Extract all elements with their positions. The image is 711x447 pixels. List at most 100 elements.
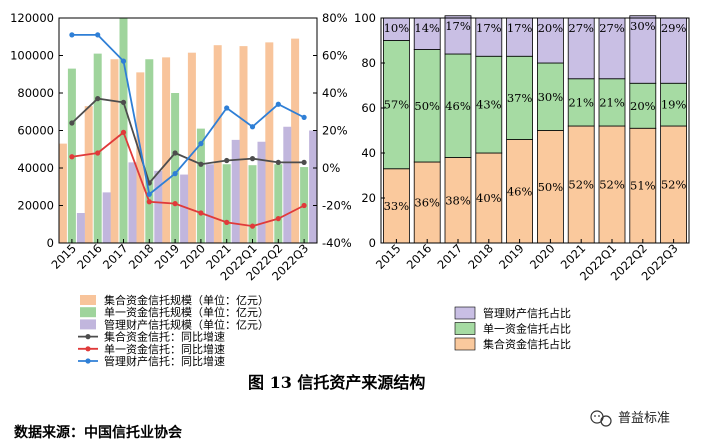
legend-label-single-growth: 单一资金信托：同比增速: [104, 342, 225, 356]
legend-marker-single-growth: [85, 346, 91, 352]
left-x-tick-label: 2020: [177, 241, 208, 272]
bar-collective-scale: [239, 46, 248, 243]
mgmt-growth-point: [69, 32, 75, 38]
legend-label-mgmt-growth: 管理财产信托：同比增速: [104, 354, 225, 368]
collective-growth-point: [224, 157, 230, 164]
segment-mgmt-share: [629, 15, 657, 84]
legend-label-single-share: 单一资金信托占比: [483, 322, 571, 336]
legend-label-single-scale: 单一资金信托规模（单位：亿元）: [104, 305, 269, 319]
mgmt-growth-point: [249, 124, 256, 130]
label-collective-share: 51%: [630, 179, 656, 193]
left-y-tick-label: 20000: [17, 199, 54, 213]
legend-label-collective-share: 集合资金信托占比: [483, 337, 571, 351]
legend-label-collective-scale: 集合资金信托规模（单位：亿元）: [104, 293, 269, 307]
label-single-share: 20%: [630, 99, 656, 113]
bar-mgmt-scale: [154, 170, 163, 243]
legend-marker-mgmt-growth: [85, 358, 91, 364]
legend-swatch-collective-share: [454, 337, 476, 351]
single-growth-point: [69, 154, 75, 160]
segment-mgmt-share: [475, 17, 503, 57]
segment-single-share: [567, 78, 595, 127]
label-collective-share: 33%: [384, 199, 410, 213]
right-chart-share-structure: 33% 57% 10% 36% 50% 14% 38% 46% 17% 40% 43% 17% 46% 3…: [354, 11, 690, 283]
segment-collective-share: [413, 161, 441, 244]
label-single-share: 50%: [414, 99, 440, 113]
bar-mgmt-scale: [180, 174, 189, 243]
collective-growth-point: [69, 120, 75, 126]
bar-single-scale: [248, 165, 257, 243]
bar-mgmt-scale: [76, 213, 85, 243]
collective-growth-point: [249, 156, 256, 162]
wechat-icon: [590, 410, 612, 427]
label-collective-share: 46%: [507, 184, 533, 198]
left-x-tick-label: 2018: [126, 241, 157, 272]
left-y-tick-label: 100000: [10, 49, 54, 63]
segment-single-share: [444, 53, 472, 158]
bar-collective-scale: [291, 38, 300, 243]
label-single-share: 46%: [445, 99, 471, 113]
label-single-share: 30%: [538, 90, 564, 104]
left-x-tick-label: 2019: [152, 241, 183, 272]
left-y-tick-label: 40000: [17, 161, 54, 175]
label-collective-share: 50%: [538, 180, 564, 194]
right-y-tick-label: 80: [361, 56, 376, 70]
right-x-tick-label: 2018: [465, 241, 496, 272]
label-collective-share: 36%: [414, 196, 440, 210]
left-y-tick-label: 120000: [10, 11, 54, 25]
segment-mgmt-share: [413, 17, 441, 50]
mgmt-growth-point: [120, 58, 127, 64]
bar-mgmt-scale: [231, 139, 240, 243]
collective-growth-point: [275, 159, 281, 165]
mgmt-growth-point: [301, 114, 307, 120]
collective-growth-point: [172, 150, 178, 156]
left-y2-tick-label: 60%: [322, 49, 348, 63]
mgmt-growth-line: [71, 33, 305, 196]
right-x-tick-label: 2020: [527, 241, 558, 272]
single-growth-point: [146, 199, 152, 205]
watermark: 普益标准: [590, 410, 670, 427]
legend-swatch-single-scale: [80, 307, 96, 318]
bar-single-scale: [196, 128, 205, 243]
bar-collective-scale: [265, 42, 274, 243]
bar-single-scale: [145, 59, 154, 243]
label-collective-share: 52%: [568, 178, 594, 192]
bar-collective-scale: [162, 57, 171, 243]
single-growth-line: [71, 130, 305, 228]
label-collective-share: 52%: [599, 178, 625, 192]
bar-single-scale: [274, 164, 283, 243]
label-mgmt-share: 14%: [414, 21, 440, 35]
single-growth-point: [95, 150, 101, 156]
mgmt-growth-point: [146, 191, 152, 197]
segment-mgmt-share: [567, 17, 595, 80]
bar-collective-scale: [110, 59, 119, 243]
label-mgmt-share: 17%: [476, 21, 502, 35]
collective-growth-point: [120, 99, 127, 105]
bar-collective-scale: [84, 106, 93, 243]
label-single-share: 43%: [476, 98, 502, 112]
segment-single-share: [413, 49, 441, 163]
label-single-share: 57%: [384, 98, 410, 112]
legend-swatch-mgmt-share: [454, 306, 476, 320]
segment-collective-share: [444, 157, 472, 244]
left-y2-tick-label: 40%: [322, 86, 348, 100]
left-y2-tick-label: -40%: [322, 236, 352, 250]
label-mgmt-share: 17%: [507, 21, 533, 35]
right-plot-frame: [380, 17, 690, 244]
right-y-tick-label: 20: [361, 191, 376, 205]
legend-label-mgmt-scale: 管理财产信托规模（单位：亿元）: [104, 317, 269, 331]
bar-mgmt-scale: [102, 192, 111, 243]
right-y-tick-label: 40: [361, 146, 376, 160]
right-x-tick-label: 2015: [373, 241, 404, 272]
segment-single-share: [382, 40, 410, 170]
single-growth-point: [120, 129, 127, 135]
legend-swatch-single-share: [454, 322, 476, 335]
bar-mgmt-scale: [128, 162, 137, 243]
label-mgmt-share: 20%: [538, 21, 564, 35]
bar-collective-scale: [213, 45, 222, 243]
left-y-tick-label: 0: [47, 236, 54, 250]
segment-collective-share: [660, 125, 687, 244]
legend-marker-collective-growth: [85, 334, 91, 340]
bar-collective-scale: [58, 143, 67, 243]
